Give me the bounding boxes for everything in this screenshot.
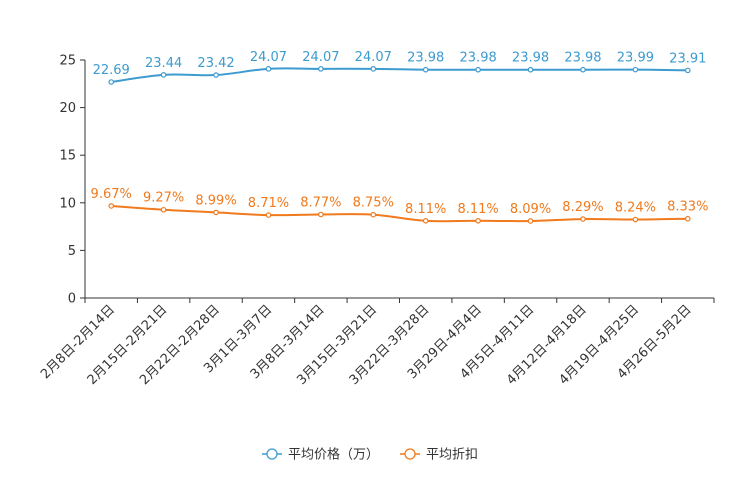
data-label: 24.07: [302, 50, 339, 65]
data-point: [318, 211, 324, 218]
data-point: [580, 216, 586, 222]
data-point: [580, 66, 586, 73]
legend[interactable]: 平均价格（万） 平均折扣: [262, 447, 478, 463]
data-label: 8.75%: [353, 196, 394, 211]
series-avg-discount: 9.67% 9.27% 8.99% 8.71% 8.77% 8.75% 8.11% 8.11%…: [91, 187, 708, 224]
data-point: [370, 211, 377, 218]
legend-label: 平均价格（万）: [288, 447, 379, 463]
data-label: 8.11%: [405, 202, 446, 217]
data-label: 23.98: [407, 51, 444, 66]
data-point: [213, 72, 219, 78]
data-point: [684, 67, 691, 74]
legend-item-avg-discount[interactable]: 平均折扣: [400, 448, 478, 463]
data-label: 8.99%: [195, 193, 236, 208]
data-label: 9.27%: [143, 191, 184, 206]
data-point: [422, 66, 429, 73]
data-point: [527, 218, 534, 224]
data-point: [475, 217, 481, 224]
data-label: 8.77%: [300, 196, 341, 211]
legend-item-avg-price[interactable]: 平均价格（万）: [262, 447, 379, 463]
data-label: 23.98: [460, 51, 497, 66]
data-label: 23.98: [564, 51, 601, 66]
data-label: 8.29%: [562, 200, 603, 215]
data-label: 8.71%: [248, 196, 289, 211]
data-point: [527, 66, 534, 73]
data-point: [475, 66, 481, 73]
axes: 05101520252月8日-2月14日2月15日-2月21日2月22日-2月2…: [38, 54, 715, 388]
data-point: [632, 216, 639, 223]
data-label: 24.07: [355, 50, 392, 65]
data-label: 8.11%: [457, 202, 498, 217]
data-point: [684, 215, 691, 222]
data-label: 22.69: [93, 63, 130, 78]
data-point: [318, 66, 324, 72]
y-tick-label: 20: [59, 101, 76, 116]
legend-marker-icon: [404, 448, 416, 460]
y-tick-label: 5: [68, 244, 76, 259]
series-line: [111, 67, 688, 83]
data-point: [422, 217, 429, 224]
y-tick-label: 25: [59, 54, 76, 69]
data-point: [265, 212, 272, 218]
data-point: [213, 209, 219, 216]
data-point: [632, 66, 639, 73]
series-line: [111, 204, 688, 223]
data-label: 23.98: [512, 51, 549, 66]
data-point: [160, 206, 167, 213]
data-label: 24.07: [250, 50, 287, 65]
data-point: [265, 66, 272, 72]
series-avg-price: 22.69 23.44 23.42 24.07 24.07 24.07 23.98 23.98…: [93, 50, 706, 85]
data-label: 23.91: [669, 51, 706, 66]
y-tick-label: 15: [59, 149, 76, 164]
data-label: 8.33%: [667, 200, 708, 215]
data-label: 8.24%: [615, 201, 656, 216]
y-tick-label: 0: [68, 292, 76, 307]
data-point: [370, 66, 377, 72]
legend-marker-icon: [266, 448, 278, 460]
data-label: 9.67%: [91, 187, 132, 202]
series-layer: 22.69 23.44 23.42 24.07 24.07 24.07 23.98 23.98…: [91, 50, 708, 224]
data-label: 23.42: [197, 56, 234, 71]
data-label: 23.44: [145, 56, 182, 71]
data-label: 8.09%: [510, 202, 551, 217]
data-label: 23.99: [617, 51, 654, 66]
data-point: [108, 79, 115, 85]
legend-label: 平均折扣: [426, 448, 478, 463]
data-point: [160, 72, 167, 78]
data-point: [108, 203, 115, 209]
y-tick-label: 10: [59, 196, 76, 211]
